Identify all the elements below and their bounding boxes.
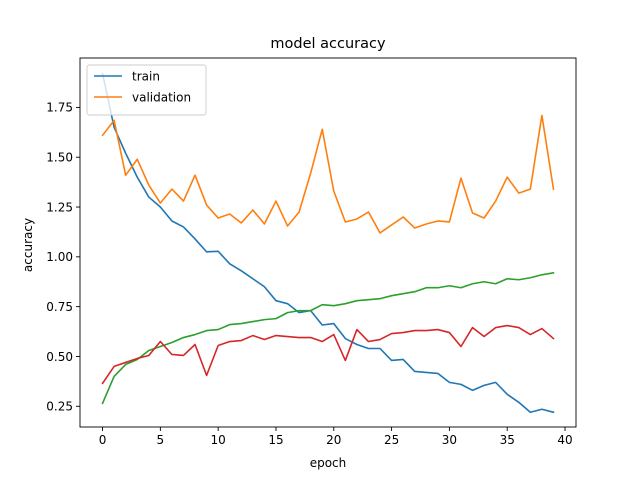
y-tick-label: 0.75 (46, 300, 73, 314)
legend-label-validation: validation (132, 91, 191, 105)
y-tick-label: 1.25 (46, 200, 73, 214)
y-tick-label: 1.75 (46, 101, 73, 115)
legend: train validation (86, 64, 207, 116)
x-tick-label: 15 (268, 433, 283, 447)
x-tick-label: 35 (500, 433, 515, 447)
y-tick-label: 0.50 (46, 350, 73, 364)
series-line-unlabeled-3 (101, 271, 555, 405)
x-axis-label: epoch (310, 456, 347, 470)
series-line-train (101, 72, 555, 414)
y-tick-label: 0.25 (46, 400, 73, 414)
chart-title: model accuracy (270, 36, 386, 52)
x-tick-label: 40 (557, 433, 572, 447)
y-tick-label: 1.50 (46, 151, 73, 165)
legend-box (86, 64, 207, 116)
x-tick-label: 30 (442, 433, 457, 447)
x-tick-label: 5 (157, 433, 165, 447)
plot-frame (79, 57, 577, 428)
axes-layer: 0 5 10 15 20 25 30 35 40 0.25 0.50 0.75 1.00 1.25 1.50… (46, 57, 577, 447)
series-line-unlabeled-4 (101, 324, 555, 385)
y-axis-label: accuracy (21, 218, 35, 272)
legend-label-train: train (132, 70, 160, 84)
series-line-validation (101, 114, 555, 234)
x-tick-label: 20 (326, 433, 341, 447)
x-tick-label: 25 (384, 433, 399, 447)
x-tick-label: 10 (211, 433, 226, 447)
x-tick-label: 0 (99, 433, 107, 447)
series-layer (101, 72, 555, 414)
y-tick-label: 1.00 (46, 250, 73, 264)
